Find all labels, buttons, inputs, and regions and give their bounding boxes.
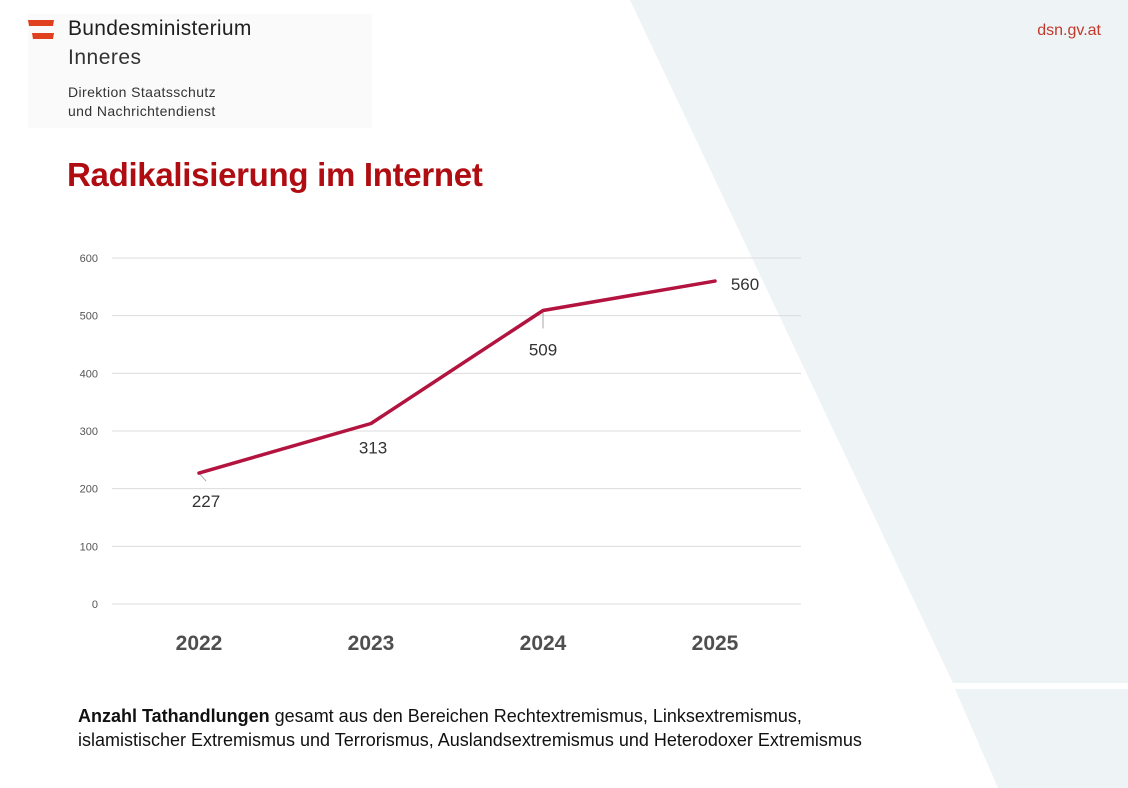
- site-url[interactable]: dsn.gv.at: [1037, 22, 1101, 39]
- gridlines: [112, 257, 801, 605]
- ministry-subtitle: Inneres: [68, 46, 142, 69]
- data-label: 227: [192, 492, 220, 511]
- y-tick-label: 100: [80, 541, 98, 553]
- data-label: 560: [731, 275, 759, 294]
- y-tick-label: 0: [92, 599, 98, 611]
- department-line-1: Direktion Staatsschutz: [68, 84, 217, 100]
- austria-flag-stripes-icon: [28, 20, 54, 39]
- series-line: [197, 279, 717, 475]
- y-tick-label: 400: [80, 368, 98, 380]
- caption-bold: Anzahl Tathandlungen: [78, 706, 270, 726]
- x-tick-label: 2025: [692, 632, 739, 655]
- x-tick-label: 2022: [176, 632, 223, 655]
- caption-line-2: islamistischer Extremismus und Terrorism…: [78, 730, 862, 750]
- caption-rest: gesamt aus den Bereichen Rechtextremismu…: [269, 706, 802, 726]
- logo-block: [28, 14, 372, 128]
- page-title: Radikalisierung im Internet: [67, 156, 483, 193]
- x-tick-label: 2024: [520, 632, 567, 655]
- x-axis-ticks: 2022 2023 2024 2025: [176, 632, 739, 655]
- chart-caption: Anzahl Tathandlungen gesamt aus den Bere…: [78, 704, 998, 752]
- data-label: 313: [359, 439, 387, 458]
- y-tick-label: 600: [80, 253, 98, 265]
- y-tick-label: 500: [80, 311, 98, 323]
- data-labels: 227 313 509 560: [192, 275, 759, 511]
- x-tick-label: 2023: [348, 632, 395, 655]
- y-tick-label: 300: [80, 426, 98, 438]
- y-axis-ticks: 0 100 200 300 400 500 600: [80, 253, 98, 611]
- data-label: 509: [529, 340, 557, 359]
- department-line-2: und Nachrichtendienst: [68, 103, 216, 119]
- ministry-title: Bundesministerium: [68, 17, 252, 40]
- y-tick-label: 200: [80, 484, 98, 496]
